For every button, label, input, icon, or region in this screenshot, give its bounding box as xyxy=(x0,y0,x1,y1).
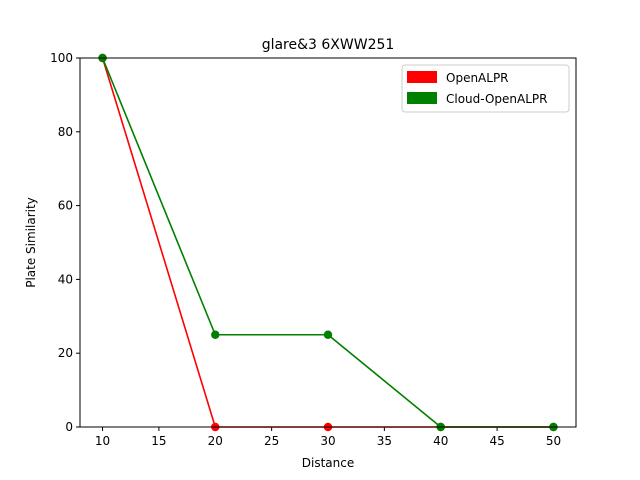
legend-swatch xyxy=(407,71,437,83)
data-point xyxy=(211,330,220,339)
y-tick-label: 60 xyxy=(58,199,73,213)
y-tick-label: 20 xyxy=(58,346,73,360)
y-axis-label: Plate Similarity xyxy=(24,197,38,288)
y-tick-label: 100 xyxy=(50,51,73,65)
legend-box xyxy=(401,64,570,113)
plot-frame xyxy=(79,57,577,428)
y-axis: 0 20 40 60 80 100 xyxy=(50,51,80,434)
chart-title: glare&3 6XWW251 xyxy=(262,37,395,53)
legend-swatch xyxy=(407,92,437,104)
y-tick-label: 80 xyxy=(58,125,73,139)
x-tick-label: 35 xyxy=(377,434,392,448)
legend-label: OpenALPR xyxy=(446,71,509,85)
x-tick-label: 30 xyxy=(320,434,335,448)
x-tick-label: 10 xyxy=(95,434,110,448)
x-tick-label: 40 xyxy=(433,434,448,448)
x-axis-label: Distance xyxy=(302,456,354,470)
legend-label: Cloud-OpenALPR xyxy=(446,92,547,106)
x-tick-label: 15 xyxy=(151,434,166,448)
plot-area xyxy=(80,58,576,427)
x-axis: 10 15 20 25 30 35 40 45 50 xyxy=(95,427,561,448)
legend: OpenALPR Cloud-OpenALPR xyxy=(401,64,570,113)
y-tick-label: 40 xyxy=(58,272,73,286)
x-tick-label: 25 xyxy=(264,434,279,448)
x-tick-label: 45 xyxy=(489,434,504,448)
data-point xyxy=(323,330,333,339)
x-tick-label: 20 xyxy=(208,434,223,448)
y-tick-label: 0 xyxy=(65,420,73,434)
x-tick-label: 50 xyxy=(546,434,561,448)
